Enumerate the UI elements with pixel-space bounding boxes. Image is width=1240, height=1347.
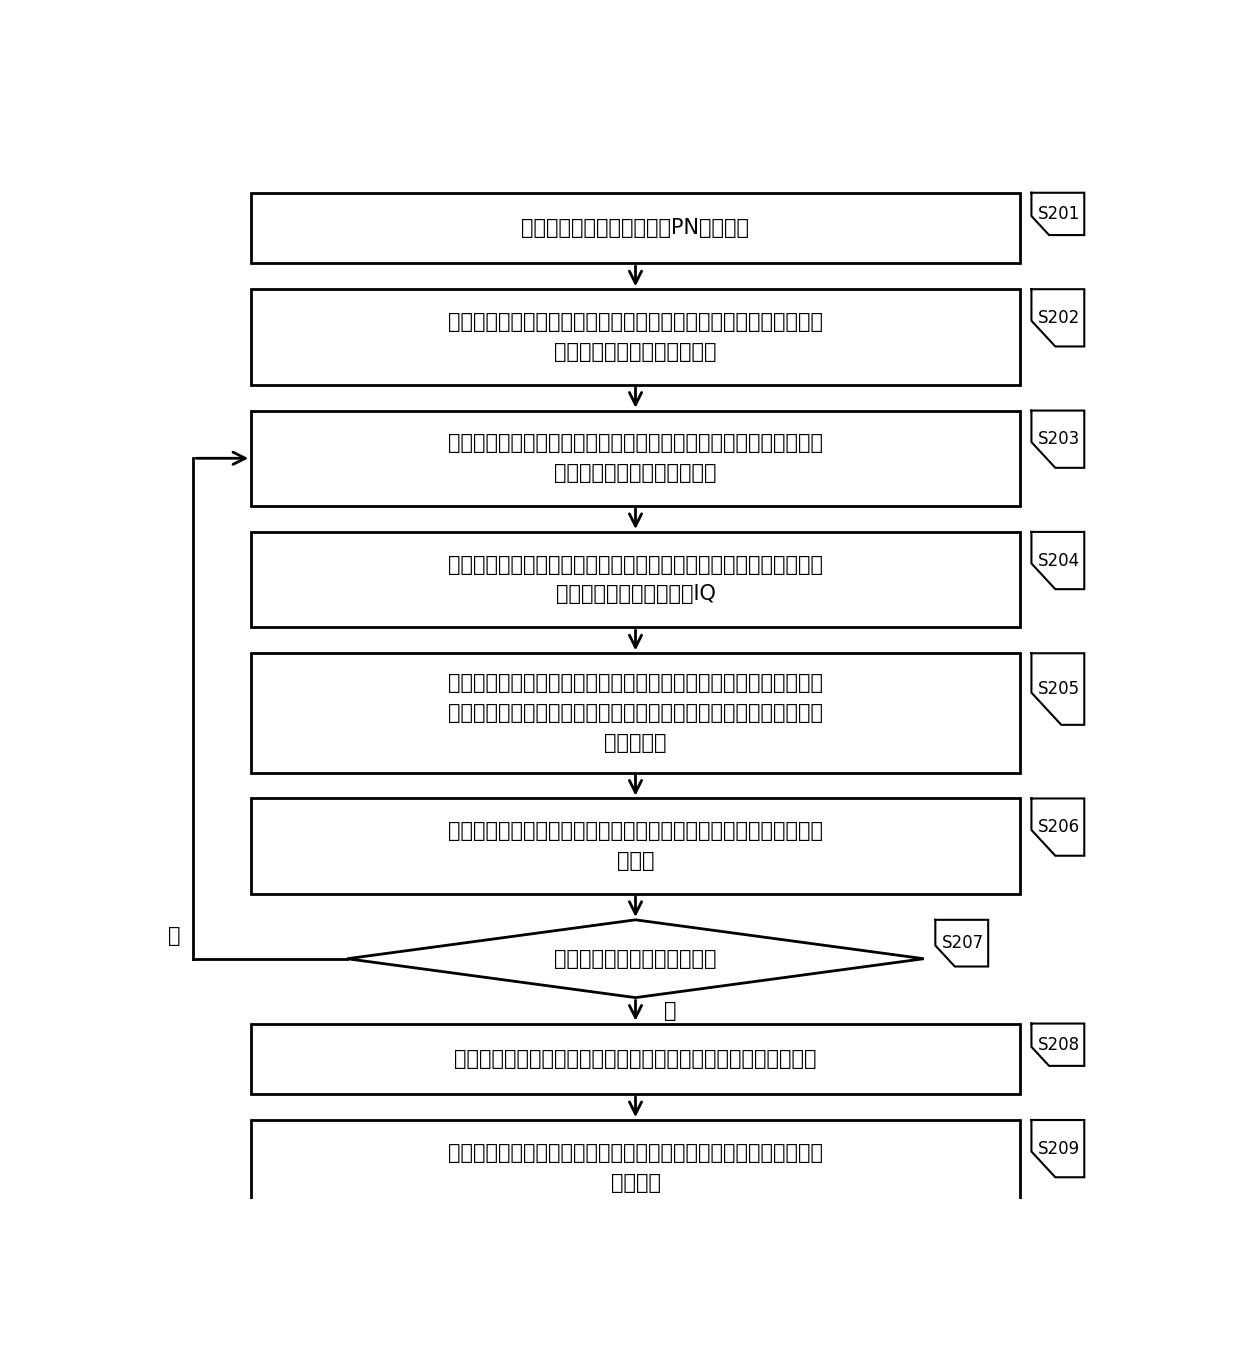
FancyBboxPatch shape: [250, 653, 1019, 773]
Text: 对于每个子线程，将本线程的最优烟花和其适应度值发送到主线程: 对于每个子线程，将本线程的最优烟花和其适应度值发送到主线程: [454, 1049, 817, 1068]
FancyBboxPatch shape: [250, 532, 1019, 628]
Text: S202: S202: [1038, 308, 1080, 327]
Text: 根据当前烟花种群、爆炸火花和高斯变异火花，择优更新烟花种群，
并更新最优值不变迭代数IQ: 根据当前烟花种群、爆炸火花和高斯变异火花，择优更新烟花种群， 并更新最优值不变迭…: [448, 555, 823, 605]
Text: S203: S203: [1038, 430, 1080, 449]
Text: S206: S206: [1038, 818, 1080, 836]
FancyBboxPatch shape: [250, 799, 1019, 894]
FancyBboxPatch shape: [250, 290, 1019, 385]
Text: S207: S207: [941, 935, 983, 952]
Text: 对于每个子线程，将本线程的最优烟花发送到其他子线程中，接收其
他子线程发送到本线程的最优烟花，并根据并行运行策略更新本线程
的最优烟花: 对于每个子线程，将本线程的最优烟花发送到其他子线程中，接收其 他子线程发送到本线…: [448, 674, 823, 753]
FancyBboxPatch shape: [250, 193, 1019, 263]
Text: 对于每个子线程，调用其基于当前烟花种群执行爆炸操作和高斯变异
操作，并将当前迭代次数加一: 对于每个子线程，调用其基于当前烟花种群执行爆炸操作和高斯变异 操作，并将当前迭代…: [448, 434, 823, 484]
Polygon shape: [347, 920, 924, 998]
FancyBboxPatch shape: [250, 411, 1019, 506]
Text: 否: 否: [167, 927, 181, 947]
Text: S201: S201: [1038, 205, 1080, 222]
Text: 对于各个子线程，调用其初始化烟花种群，确定烟花种群中各个烟花
的适应度值以及当前最优烟花: 对于各个子线程，调用其初始化烟花种群，确定烟花种群中各个烟花 的适应度值以及当前…: [448, 313, 823, 362]
Text: 判断是否达到最大迭代次数？: 判断是否达到最大迭代次数？: [554, 948, 717, 968]
Text: S204: S204: [1038, 551, 1080, 570]
Text: 初始化控制参数、主线程和PN个子线程: 初始化控制参数、主线程和PN个子线程: [522, 218, 749, 238]
Text: 是: 是: [665, 1001, 677, 1021]
Text: S205: S205: [1038, 680, 1080, 698]
Text: S209: S209: [1038, 1140, 1080, 1157]
FancyBboxPatch shape: [250, 1119, 1019, 1215]
FancyBboxPatch shape: [250, 1024, 1019, 1094]
Text: 对于每个子线程，根据多群体协同策略和新型进化策略对烟花种群进
行更新: 对于每个子线程，根据多群体协同策略和新型进化策略对烟花种群进 行更新: [448, 822, 823, 872]
Text: S208: S208: [1038, 1036, 1080, 1053]
Text: 主线程根据各个子线程的最优烟花确定目标最优烟花，输出物流运输
调度结果: 主线程根据各个子线程的最优烟花确定目标最优烟花，输出物流运输 调度结果: [448, 1142, 823, 1192]
